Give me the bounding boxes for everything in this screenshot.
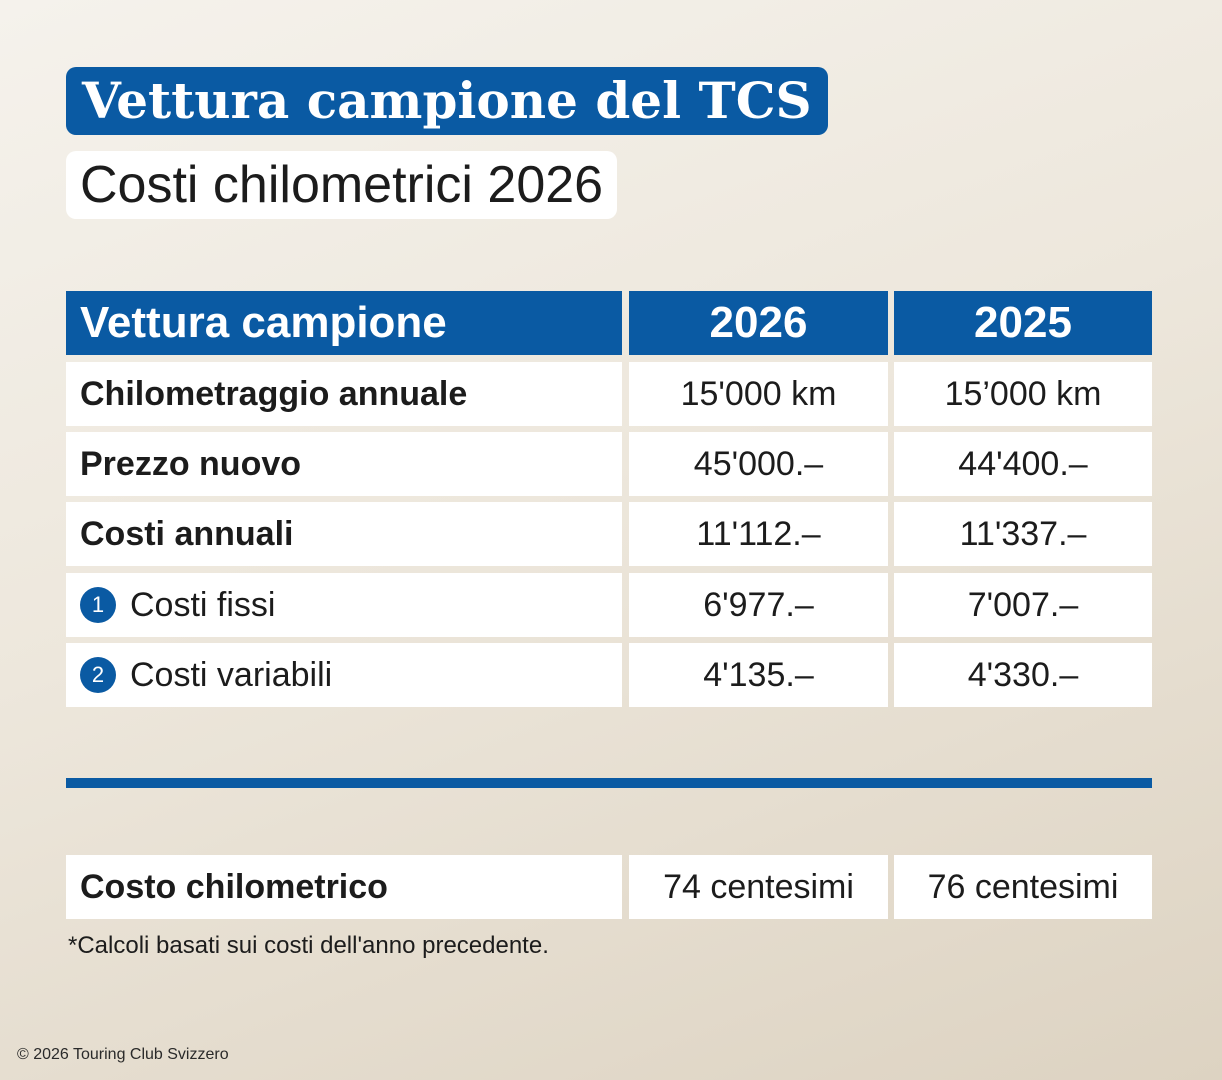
- row-new-price-2025: 44'400.–: [894, 432, 1152, 496]
- number-badge-2: 2: [80, 657, 116, 693]
- row-variable-costs-label: 2 Costi variabili: [66, 643, 622, 707]
- copyright: © 2026 Touring Club Svizzero: [17, 1046, 229, 1063]
- row-annual-costs-2026: 11'112.–: [629, 502, 888, 566]
- footnote: *Calcoli basati sui costi dell'anno prec…: [68, 932, 549, 959]
- row-label: Chilometraggio annuale: [80, 374, 468, 413]
- header-2025: 2025: [894, 291, 1152, 355]
- row-label: Costi variabili: [130, 655, 333, 694]
- summary-2026: 74 centesimi: [629, 855, 888, 919]
- row-new-price-label: Prezzo nuovo: [66, 432, 622, 496]
- row-fixed-costs-label: 1 Costi fissi: [66, 573, 622, 637]
- row-annual-mileage-2025: 15’000 km: [894, 362, 1152, 426]
- row-annual-mileage-2026: 15'000 km: [629, 362, 888, 426]
- row-new-price-2026: 45'000.–: [629, 432, 888, 496]
- header-vehicle: Vettura campione: [66, 291, 622, 355]
- row-fixed-costs-2025: 7'007.–: [894, 573, 1152, 637]
- row-label: Costi fissi: [130, 585, 276, 624]
- page-title: Vettura campione del TCS: [66, 67, 828, 135]
- row-annual-mileage-label: Chilometraggio annuale: [66, 362, 622, 426]
- number-badge-1: 1: [80, 587, 116, 623]
- row-label: Costi annuali: [80, 514, 294, 553]
- row-annual-costs-label: Costi annuali: [66, 502, 622, 566]
- section-divider: [66, 778, 1152, 788]
- page-subtitle: Costi chilometrici 2026: [66, 151, 618, 219]
- row-variable-costs-2025: 4'330.–: [894, 643, 1152, 707]
- row-fixed-costs-2026: 6'977.–: [629, 573, 888, 637]
- row-label: Prezzo nuovo: [80, 444, 302, 483]
- row-variable-costs-2026: 4'135.–: [629, 643, 888, 707]
- header-2026: 2026: [629, 291, 888, 355]
- row-annual-costs-2025: 11'337.–: [894, 502, 1152, 566]
- summary-label: Costo chilometrico: [66, 855, 622, 919]
- summary-2025: 76 centesimi: [894, 855, 1152, 919]
